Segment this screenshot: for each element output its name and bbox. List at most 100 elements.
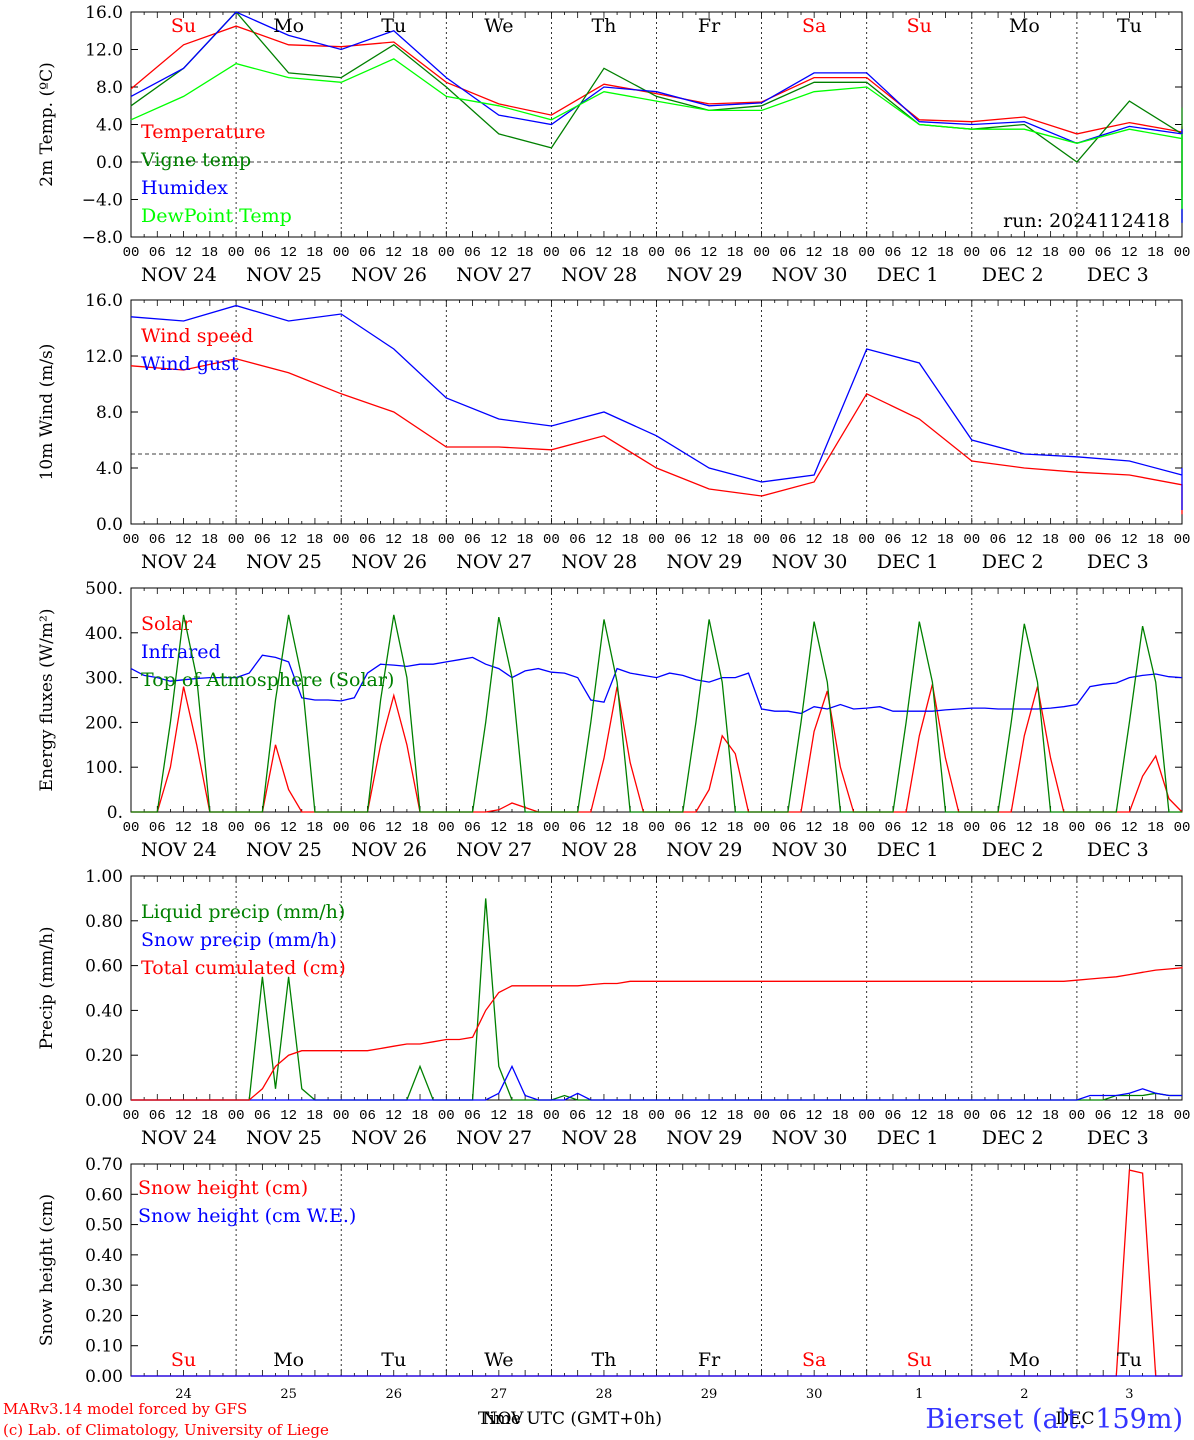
hour-label: 18	[307, 1108, 324, 1124]
day-name-label: Th	[591, 1349, 616, 1371]
day-name-label: Mo	[273, 15, 304, 37]
day-name-label: Su	[907, 15, 932, 37]
hour-label: 06	[359, 532, 376, 548]
legend-entry: Top of Atmosphere (Solar)	[141, 669, 394, 691]
y-tick-label: 16.0	[85, 3, 123, 23]
y-tick-label: 0.40	[85, 1246, 123, 1266]
hour-label: 06	[569, 532, 586, 548]
hour-label: 12	[596, 820, 613, 836]
hour-label: 12	[385, 245, 402, 261]
x-axis-title: Time UTC (GMT+0h)	[478, 1409, 662, 1429]
hour-label: 06	[1095, 1108, 1112, 1124]
date-label: NOV 27	[456, 264, 532, 286]
date-label: NOV 28	[561, 264, 637, 286]
hour-label: 00	[1174, 820, 1191, 836]
panel-5: 0.70 0.60 0.50 0.40 0.30 0.20 0.10 0.00 Snow hei…	[37, 1155, 1183, 1402]
panel-2: 16.0 12.0 8.0 4.0 0.0 10m Wind (m/s) Wind spee…	[37, 291, 1190, 573]
y-tick-label: 4.0	[96, 116, 123, 136]
day-name-label: Mo	[1009, 1349, 1040, 1371]
day-name-label: Su	[171, 1349, 196, 1371]
day-name-label: Fr	[698, 15, 721, 37]
short-date-label: 29	[701, 1387, 718, 1402]
hour-label: 06	[779, 820, 796, 836]
y-tick-label: 500.	[85, 579, 123, 599]
legend-entry: Snow height (cm W.E.)	[138, 1205, 356, 1227]
date-label: NOV 30	[772, 264, 848, 286]
day-name-label: Sa	[802, 15, 826, 37]
legend-entry: DewPoint Temp	[141, 205, 292, 227]
hour-label: 18	[412, 820, 429, 836]
hour-label: 18	[622, 1108, 639, 1124]
hour-label: 12	[490, 532, 507, 548]
hour-label: 18	[832, 245, 849, 261]
hour-label: 06	[779, 245, 796, 261]
hour-label: 00	[228, 820, 245, 836]
hour-label: 00	[333, 245, 350, 261]
date-label: NOV 25	[246, 1127, 322, 1149]
day-name-label: We	[484, 15, 513, 37]
legend-entry: Solar	[141, 613, 193, 635]
hour-label: 00	[438, 820, 455, 836]
legend-entry: Snow height (cm)	[138, 1177, 308, 1199]
day-name-label: We	[484, 1349, 513, 1371]
date-label: NOV 24	[141, 839, 217, 861]
hour-label: 06	[779, 1108, 796, 1124]
y-tick-label: −4.0	[82, 191, 123, 211]
hour-label: 12	[385, 1108, 402, 1124]
hour-label: 06	[464, 532, 481, 548]
legend-entry: Total cumulated (cm)	[141, 957, 346, 979]
hour-label: 12	[806, 820, 823, 836]
hour-label: 12	[175, 532, 192, 548]
hour-label: 06	[990, 245, 1007, 261]
date-label: DEC 3	[1087, 839, 1149, 861]
y-tick-label: 12.0	[85, 347, 123, 367]
hour-label: 06	[359, 820, 376, 836]
legend-entry: Wind speed	[141, 325, 253, 347]
hour-label: 00	[438, 245, 455, 261]
day-name-label: Sa	[802, 1349, 826, 1371]
hour-label: 18	[517, 532, 534, 548]
date-label: NOV 28	[561, 1127, 637, 1149]
hour-label: 18	[1042, 245, 1059, 261]
date-label: DEC 2	[982, 839, 1044, 861]
hour-label: 18	[937, 532, 954, 548]
hour-label: 00	[543, 245, 560, 261]
y-tick-label: 300.	[85, 669, 123, 689]
panel-4: 1.00 0.80 0.60 0.40 0.20 0.00 Precip (mm/h) Liq…	[37, 867, 1190, 1149]
hour-label: 18	[1147, 1108, 1164, 1124]
y-tick-label: 4.0	[96, 459, 123, 479]
hour-label: 00	[1068, 820, 1085, 836]
x-axis-title-overlap-nov: NOV	[483, 1409, 525, 1429]
y-axis-label: 10m Wind (m/s)	[37, 344, 57, 481]
hour-label: 00	[333, 532, 350, 548]
hour-label: 00	[543, 820, 560, 836]
hour-label: 00	[858, 820, 875, 836]
date-label: NOV 27	[456, 551, 532, 573]
y-tick-label: 0.00	[85, 1091, 123, 1111]
date-label: DEC 3	[1087, 551, 1149, 573]
hour-label: 12	[490, 1108, 507, 1124]
panel-1: 16.0 12.0 8.0 4.0 0.0 −4.0 −8.0 2m Temp. (ºC) Te…	[37, 3, 1190, 286]
y-tick-label: 16.0	[85, 291, 123, 311]
hour-label: 12	[911, 1108, 928, 1124]
panel-3: 500. 400. 300. 200. 100. 0. Energy fluxes (W/m…	[37, 579, 1190, 861]
y-tick-label: 0.20	[85, 1046, 123, 1066]
hour-label: 00	[1174, 532, 1191, 548]
hour-label: 12	[280, 245, 297, 261]
hour-label: 12	[806, 1108, 823, 1124]
y-axis-label: Precip (mm/h)	[37, 926, 57, 1049]
hour-label: 00	[438, 532, 455, 548]
short-date-label: 24	[175, 1387, 192, 1402]
hour-label: 18	[937, 245, 954, 261]
legend-entry: Humidex	[141, 177, 228, 199]
hour-label: 18	[1147, 245, 1164, 261]
hour-label: 18	[517, 820, 534, 836]
date-label: NOV 26	[351, 1127, 427, 1149]
hour-label: 12	[280, 1108, 297, 1124]
hour-label: 00	[123, 820, 140, 836]
hour-label: 18	[937, 820, 954, 836]
hour-label: 00	[228, 1108, 245, 1124]
legend-entry: Liquid precip (mm/h)	[141, 901, 345, 923]
hour-label: 00	[963, 245, 980, 261]
